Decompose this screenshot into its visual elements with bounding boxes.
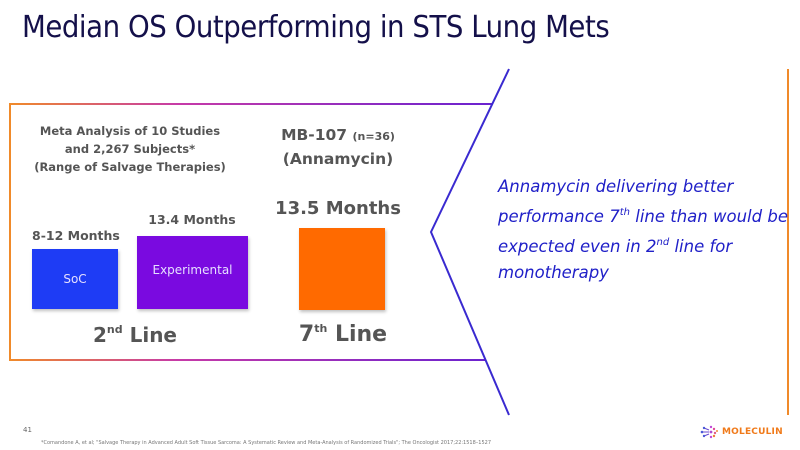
moleculin-logo: MOLECULIN	[700, 424, 783, 440]
soc-bar: SoC	[32, 249, 118, 309]
group-num: 2	[92, 323, 107, 347]
mb107-heading: MB-107 (n=36) (Annamycin)	[268, 124, 408, 170]
page-number: 41	[23, 426, 32, 434]
group-text: Line	[327, 322, 388, 347]
seventh-line-label: 7th Line	[285, 322, 401, 347]
callout-sup: nd	[656, 237, 670, 248]
callout-sup: th	[619, 207, 630, 218]
meta-line-1: Meta Analysis of 10 Studies	[39, 124, 221, 138]
group-sup: th	[314, 322, 328, 335]
group-sup: nd	[106, 323, 123, 336]
soc-value-label: 8-12 Months	[32, 228, 120, 243]
citation: *Comandone A, et al; "Salvage Therapy in…	[41, 440, 492, 446]
mb107-bar	[299, 228, 385, 310]
experimental-value-label: 13.4 Months	[148, 212, 236, 227]
group-num: 7	[298, 322, 315, 347]
logo-text: MOLECULIN	[722, 427, 783, 437]
callout-part: line for monotherapy	[498, 237, 733, 282]
callout-part: line than would be expected even in 2	[498, 207, 788, 256]
mb107-n: (n=36)	[352, 130, 395, 143]
mb107-drug: (Annamycin)	[282, 150, 394, 168]
mb107-value-label: 13.5 Months	[275, 198, 401, 219]
molecule-icon	[700, 425, 718, 439]
experimental-bar: Experimental	[137, 236, 248, 309]
meta-line-3: (Range of Salvage Therapies)	[34, 160, 226, 174]
meta-line-2: and 2,267 Subjects*	[64, 142, 196, 156]
mb107-name: MB-107	[281, 126, 348, 144]
callout-text: Annamycin delivering better performance …	[498, 174, 788, 286]
meta-analysis-heading: Meta Analysis of 10 Studies and 2,267 Su…	[20, 122, 240, 176]
experimental-bar-label: Experimental	[152, 262, 233, 277]
slide-title: Median OS Outperforming in STS Lung Mets	[22, 10, 610, 45]
group-text: Line	[122, 323, 177, 347]
soc-bar-label: SoC	[63, 272, 87, 286]
callout-part: Annamycin delivering better performance …	[498, 177, 734, 226]
second-line-label: 2nd Line	[80, 323, 190, 347]
